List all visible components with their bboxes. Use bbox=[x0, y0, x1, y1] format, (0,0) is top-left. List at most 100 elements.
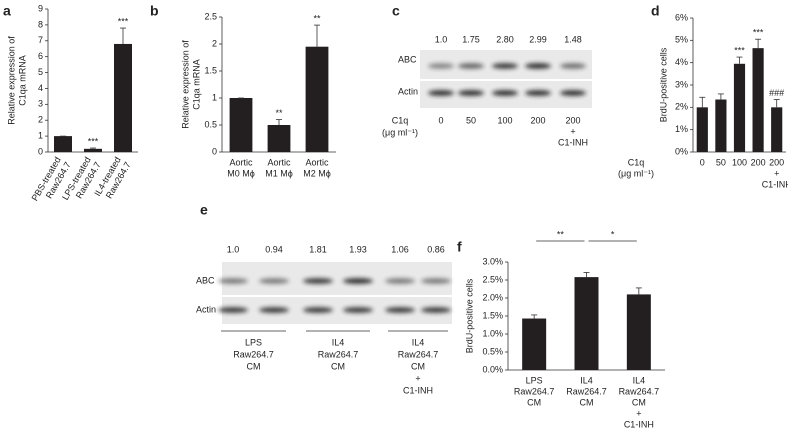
y-tick-label: 1% bbox=[675, 124, 688, 134]
actin-band bbox=[492, 90, 518, 96]
lane-label: 200 bbox=[565, 115, 580, 125]
actin-band bbox=[525, 90, 551, 96]
y-tick-label: 1.5 bbox=[204, 65, 217, 75]
y-tick-label: 0.5 bbox=[204, 119, 217, 129]
quantification: 0.94 bbox=[265, 244, 283, 254]
quantification: 2.99 bbox=[529, 34, 547, 44]
abc-band bbox=[303, 278, 333, 284]
x-tick-label: C1-INH bbox=[624, 419, 654, 429]
x-tick-label: Aortic bbox=[267, 157, 291, 167]
x-tick-label: CM bbox=[580, 397, 594, 407]
significance: *** bbox=[118, 16, 129, 26]
bar bbox=[733, 63, 746, 152]
x-tick-label: 200 bbox=[769, 157, 784, 167]
significance: *** bbox=[88, 136, 99, 146]
y-tick-label: 1 bbox=[212, 92, 217, 102]
lane-label: 50 bbox=[466, 115, 476, 125]
x-axis-label: C1q bbox=[392, 115, 409, 125]
y-tick-label: 2 bbox=[212, 38, 217, 48]
lane-label: + bbox=[570, 126, 575, 136]
abc-band bbox=[560, 63, 586, 69]
actin-band bbox=[458, 90, 484, 96]
x-tick-label: IL4 bbox=[633, 375, 646, 385]
quantification: 1.0 bbox=[227, 244, 240, 254]
y-tick-label: 2.0% bbox=[482, 292, 503, 302]
y-axis-label: Relative expression of bbox=[6, 36, 16, 125]
quantification: 1.48 bbox=[564, 34, 582, 44]
lane-label: 100 bbox=[497, 115, 512, 125]
blot bbox=[222, 262, 452, 324]
significance: ** bbox=[313, 13, 321, 23]
group-label: CM bbox=[247, 361, 261, 371]
significance: *** bbox=[753, 28, 764, 38]
quantification: 1.0 bbox=[435, 34, 448, 44]
actin-band bbox=[385, 307, 415, 313]
group-label: LPS bbox=[245, 337, 262, 347]
y-axis-label: Relative expression of bbox=[180, 40, 190, 129]
x-axis-label: C1q bbox=[628, 157, 645, 167]
y-tick-label: 4 bbox=[38, 83, 43, 93]
y-tick-label: 3.0% bbox=[482, 256, 503, 266]
x-axis-label: (μg ml⁻¹) bbox=[618, 168, 654, 178]
bracket-label: ** bbox=[557, 229, 565, 239]
abc-band bbox=[428, 63, 454, 69]
y-tick-label: 0.5% bbox=[482, 346, 503, 356]
actin-band bbox=[428, 90, 454, 96]
x-tick-label: Raw264.7 bbox=[566, 386, 607, 396]
y-tick-label: 2% bbox=[675, 102, 688, 112]
x-tick-label: + bbox=[636, 408, 641, 418]
row-label: ABC bbox=[196, 275, 215, 285]
abc-band bbox=[458, 63, 484, 69]
bar bbox=[54, 136, 72, 152]
significance: ** bbox=[275, 108, 283, 118]
actin-band bbox=[259, 307, 289, 313]
abc-band bbox=[259, 278, 289, 284]
x-tick-label: IL4 bbox=[580, 375, 593, 385]
bar bbox=[114, 43, 132, 153]
bar bbox=[305, 46, 329, 153]
panel-letter: e bbox=[200, 202, 208, 218]
actin-band bbox=[343, 307, 373, 313]
y-axis-label: C1qa mRNA bbox=[17, 55, 27, 106]
y-tick-label: 2.5 bbox=[204, 11, 217, 21]
bracket-label: * bbox=[611, 229, 615, 239]
panel-letter: c bbox=[392, 3, 400, 19]
group-label: IL4 bbox=[412, 337, 425, 347]
abc-band bbox=[421, 278, 451, 284]
x-tick-label: CM bbox=[527, 397, 541, 407]
y-tick-label: 9 bbox=[38, 3, 43, 13]
x-tick-label: 200 bbox=[751, 157, 766, 167]
bar bbox=[626, 294, 651, 370]
y-tick-label: 8 bbox=[38, 19, 43, 29]
y-tick-label: 0 bbox=[212, 146, 217, 156]
y-axis-label: BrdU-positive cells bbox=[658, 47, 668, 122]
bar bbox=[752, 48, 764, 152]
y-tick-label: 1 bbox=[38, 130, 43, 140]
quantification: 0.86 bbox=[427, 244, 445, 254]
quantification: 1.81 bbox=[309, 244, 327, 254]
row-label: Actin bbox=[196, 304, 216, 314]
bar bbox=[84, 148, 102, 152]
x-tick-label: Raw264.7 bbox=[619, 386, 660, 396]
x-tick-label: M1 Mϕ bbox=[265, 168, 293, 178]
row-label: Actin bbox=[398, 86, 418, 96]
group-label: CM bbox=[331, 361, 345, 371]
group-label: CM bbox=[411, 361, 425, 371]
quantification: 1.93 bbox=[349, 244, 367, 254]
abc-band bbox=[492, 63, 518, 69]
significance: *** bbox=[734, 45, 745, 55]
bar bbox=[522, 318, 547, 370]
x-tick-label: M0 Mϕ bbox=[227, 168, 255, 178]
panel-letter: f bbox=[457, 239, 462, 255]
group-label: Raw264.7 bbox=[398, 349, 439, 359]
group-label: IL4 bbox=[332, 337, 345, 347]
bar bbox=[715, 99, 727, 152]
x-tick-label: + bbox=[774, 168, 779, 178]
bar bbox=[696, 107, 708, 152]
actin-band bbox=[218, 307, 248, 313]
panel-letter: d bbox=[651, 3, 660, 19]
y-tick-label: 1.0% bbox=[482, 328, 503, 338]
y-axis-label: C1qa mRNA bbox=[191, 59, 201, 110]
quantification: 1.75 bbox=[462, 34, 480, 44]
y-tick-label: 0 bbox=[38, 146, 43, 156]
